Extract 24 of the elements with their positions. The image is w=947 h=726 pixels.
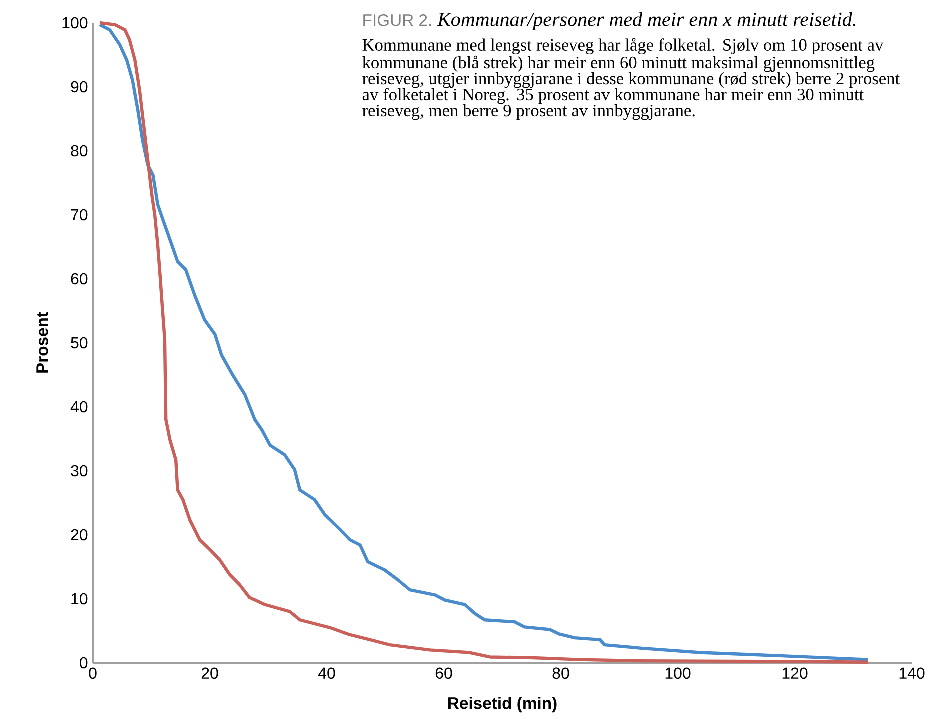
x-axis-title: Reisetid (min) [448, 697, 557, 713]
x-tick-label: 40 [318, 668, 336, 680]
x-tick-label: 120 [782, 668, 808, 680]
y-tick-label: 70 [71, 209, 88, 221]
x-tick-label: 80 [552, 668, 570, 680]
chart-subtitle: Kommunar/personer med meir enn x minutt reisetid. [437, 12, 856, 30]
y-tick-label: 30 [71, 465, 88, 477]
y-tick-label: 50 [71, 337, 88, 349]
y-tick-label: 90 [71, 81, 88, 93]
x-tick-label: 100 [666, 668, 691, 680]
y-tick-label: 0 [80, 657, 88, 669]
y-tick-label: 40 [70, 401, 88, 413]
y-tick-label: 20 [71, 529, 88, 541]
x-tick-label: 0 [89, 668, 97, 680]
y-tick-label: 80 [71, 145, 88, 157]
y-tick-label: 10 [72, 593, 88, 605]
x-tick-label: 60 [436, 668, 452, 680]
x-tick-label: 20 [202, 668, 218, 680]
y-axis-title: Prosent [36, 312, 48, 373]
y-tick-label: 100 [62, 17, 88, 29]
y-tick-label: 60 [71, 273, 88, 285]
chart-title: FIGUR 2. [364, 14, 432, 26]
x-tick-label: 140 [900, 668, 925, 680]
annotation: Kommunane med lengst reiseveg har låge folketal. Sjølv om 10 prosent av kommunane (blå strek) har meir enn 60 minutt maksimal gjennomsnittleg reiseveg, utgjer innbyggjarane i desse kommunane (rød strek) berre 2 prosent av folketalet i Noreg. 35 prosent av kommunane har meir enn 30 minutt reiseveg, men berre 9 prosent av innbyggjarane. [362, 38, 900, 120]
